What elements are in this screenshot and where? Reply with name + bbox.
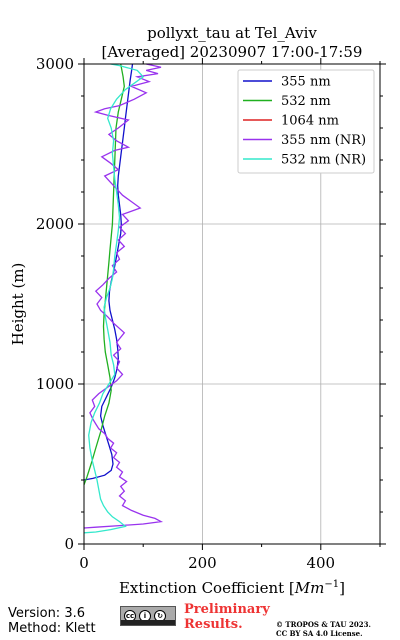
plot-frame — [83, 63, 381, 545]
legend-label-2: 1064 nm — [281, 114, 339, 129]
title-line-2: [Averaged] 20230907 17:00-17:59 — [102, 43, 363, 61]
title-line-1: pollyxt_tau at Tel_Aviv — [147, 24, 317, 42]
footer-info: Version: 3.6 Method: Klett — [8, 606, 96, 636]
x-axis-label-prefix: Extinction Coefficient [ — [119, 579, 295, 597]
legend: 355 nm 532 nm 1064 nm 355 nm (NR) 532 nm (NR… — [237, 69, 375, 174]
y-tick-label: 3000 — [36, 55, 74, 73]
version-text: Version: 3.6 — [8, 606, 85, 621]
ticks: 0 200 400 0 1000 2000 3000 — [36, 55, 386, 572]
legend-frame — [237, 69, 375, 174]
series-line-3 — [83, 63, 164, 529]
extinction-profile-chart: pollyxt_tau at Tel_Aviv [Averaged] 20230… — [9, 24, 386, 597]
y-axis-label: Height (m) — [9, 263, 27, 346]
copyright-line-2: CC BY SA 4.0 License. — [276, 629, 363, 638]
legend-label-0: 355 nm — [281, 75, 331, 90]
x-axis-label-exponent: −1 — [324, 579, 339, 590]
series-line-1 — [83, 63, 125, 486]
y-tick-label: 2000 — [36, 215, 74, 233]
y-tick-label: 1000 — [36, 375, 74, 393]
copyright-line-1: © TROPOS & TAU 2023. — [276, 620, 371, 629]
series-layer — [83, 63, 164, 534]
legend-label-4: 532 nm (NR) — [281, 153, 366, 168]
license-strip — [121, 620, 175, 625]
preliminary-line-2: Results. — [184, 617, 243, 632]
cc-license-badge: cc i ↻ — [120, 606, 176, 626]
method-text: Method: Klett — [8, 621, 96, 636]
x-axis-label-suffix: ] — [339, 579, 345, 597]
x-tick-label: 200 — [188, 554, 217, 572]
y-tick-label: 0 — [64, 535, 74, 553]
title: pollyxt_tau at Tel_Aviv [Averaged] 20230… — [102, 24, 363, 61]
x-axis-label-unit: Mm — [294, 579, 325, 597]
copyright-note: © TROPOS & TAU 2023. CC BY SA 4.0 Licens… — [276, 620, 371, 638]
cc-icon: cc — [124, 610, 136, 622]
legend-label-1: 532 nm — [281, 94, 331, 109]
series-line-4 — [83, 63, 145, 534]
preliminary-results-note: Preliminary Results. — [184, 602, 270, 632]
x-axis-label: Extinction Coefficient [Mm−1] — [119, 579, 345, 597]
x-tick-label: 400 — [306, 554, 335, 572]
preliminary-line-1: Preliminary — [184, 602, 270, 617]
x-tick-label: 0 — [79, 554, 89, 572]
legend-label-3: 355 nm (NR) — [281, 133, 366, 148]
